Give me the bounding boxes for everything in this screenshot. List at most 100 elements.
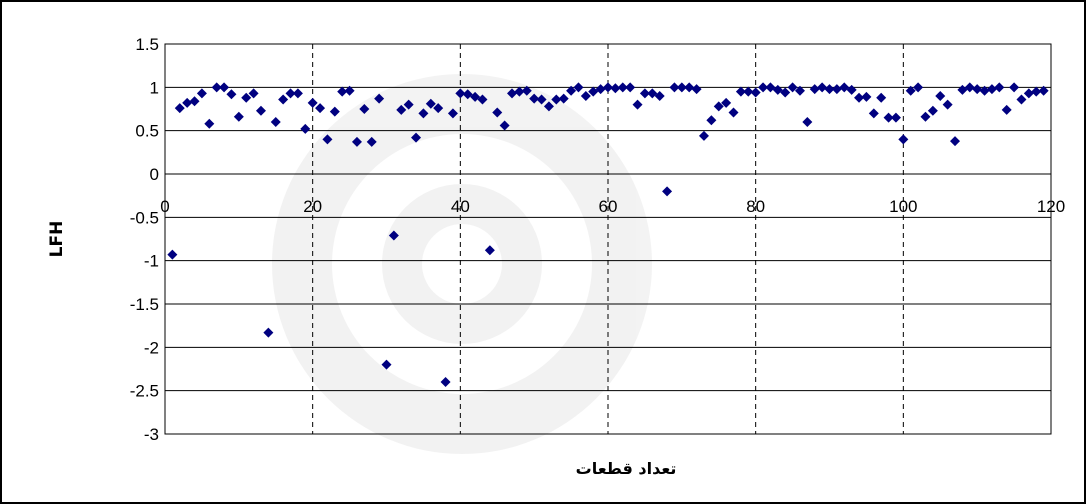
data-point [484,245,495,256]
data-point [418,108,429,119]
data-point [248,88,259,99]
data-points [167,82,1049,387]
data-point [632,99,643,110]
data-point [573,82,584,93]
x-tick-label: 0 [160,197,169,216]
data-point [758,82,769,93]
data-point [315,103,326,114]
data-point [329,106,340,117]
data-point [543,101,554,112]
data-point [366,136,377,147]
data-point [861,91,872,102]
data-point [979,85,990,96]
data-point [211,82,222,93]
x-tick-label: 60 [599,197,618,216]
data-point [1038,85,1049,96]
data-point [514,86,525,97]
data-point [477,94,488,105]
data-point [322,134,333,145]
data-point [196,88,207,99]
data-point [935,91,946,101]
data-point [750,87,761,98]
data-point [824,84,835,95]
data-point [831,84,842,95]
data-point [566,85,577,96]
data-point [337,86,348,97]
data-point [241,92,252,103]
data-point [713,101,724,112]
y-tick-label: 1.5 [135,35,159,54]
data-point [1001,104,1012,115]
data-point [388,230,399,241]
data-point [233,111,244,122]
data-point [580,91,591,101]
data-point [964,82,975,93]
y-tick-label: 0.5 [135,122,159,141]
data-point [270,117,281,127]
data-point [698,130,709,141]
data-point [447,108,458,119]
data-point [794,85,805,96]
data-point [920,111,931,122]
x-tick-label: 100 [889,197,917,216]
y-tick-label: -1 [144,252,159,271]
y-tick-label: 0 [150,165,159,184]
data-point [433,103,444,114]
data-point [942,99,953,110]
data-point [411,132,422,143]
data-point [876,92,887,103]
data-point [684,82,695,93]
data-point [440,377,451,387]
data-point [905,85,916,96]
data-point [780,87,791,98]
data-point [492,107,503,118]
data-point [817,82,828,93]
data-point [854,92,865,103]
data-point [1023,88,1034,99]
data-point [787,82,798,93]
x-tick-label: 40 [451,197,470,216]
data-point [972,84,983,95]
data-point [403,99,414,110]
data-point [189,96,200,107]
data-point [639,88,650,99]
data-point [359,104,370,114]
data-point [927,105,938,116]
data-point [499,120,510,131]
x-tick-label: 120 [1037,197,1065,216]
y-tick-label: -2.5 [130,382,159,401]
data-point [1016,94,1027,105]
data-point [890,112,901,123]
data-point [662,186,673,197]
y-axis-title: LFH [47,221,67,258]
data-point [204,118,215,129]
y-tick-label: 1 [150,78,159,97]
data-point [883,112,894,123]
data-point [617,82,628,93]
data-point [898,134,909,145]
data-point [226,89,237,100]
tick-labels: 1.510.50-0.5-1-1.5-2-2.5-30 20 40 60 80 100 12… [130,35,1065,444]
data-point [551,94,562,105]
data-point [167,249,178,260]
data-point [676,82,687,93]
data-point [809,84,820,95]
data-point [255,105,266,116]
x-tick-label: 20 [303,197,322,216]
data-point [913,82,924,93]
data-point [381,359,392,370]
data-point [868,108,879,119]
data-point [263,327,274,338]
plot-area [164,43,1052,435]
data-point [625,82,636,93]
data-point [219,82,230,93]
data-point [603,82,613,93]
data-point [802,117,813,127]
data-point [396,104,407,115]
data-point [994,82,1005,93]
data-point [558,93,569,104]
data-point [610,83,621,94]
data-point [735,86,746,97]
data-point [669,82,680,93]
